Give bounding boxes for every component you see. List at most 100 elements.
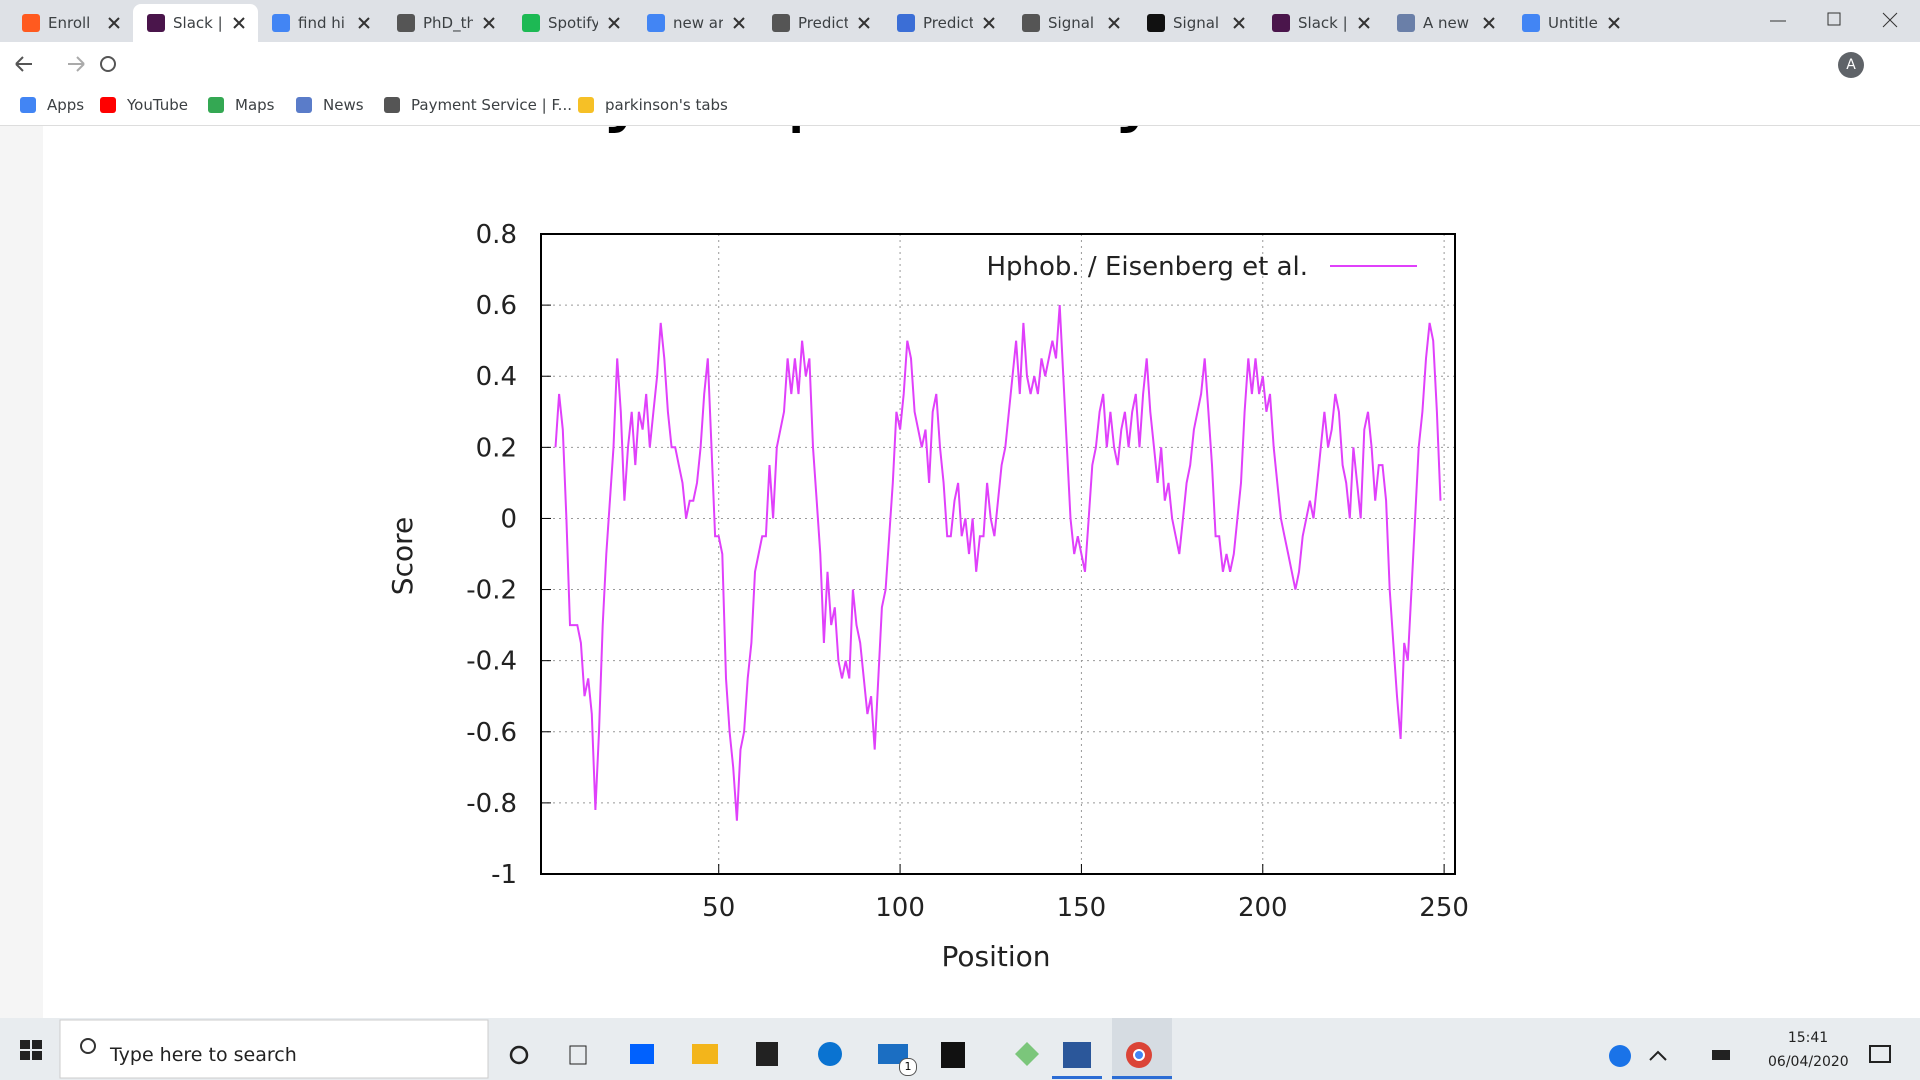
tab-title: A new bbox=[1423, 14, 1470, 32]
tab-close[interactable] bbox=[1483, 17, 1495, 29]
netflix-icon[interactable] bbox=[941, 1042, 965, 1068]
x-tick-label: 150 bbox=[1057, 893, 1107, 923]
mail-badge: 1 bbox=[899, 1058, 917, 1076]
help-icon[interactable] bbox=[1609, 1045, 1631, 1067]
tab-favicon bbox=[1022, 14, 1040, 32]
tab[interactable]: Enroll bbox=[8, 4, 133, 42]
clock-time: 15:41 bbox=[1787, 1030, 1829, 1046]
tab-close[interactable] bbox=[358, 17, 370, 29]
tab-title: PhD_th bbox=[423, 14, 473, 32]
x-tick-label: 100 bbox=[875, 893, 925, 923]
search-box[interactable] bbox=[59, 1019, 489, 1079]
tab-favicon bbox=[147, 14, 165, 32]
tab[interactable]: Slack | bbox=[1258, 4, 1383, 42]
tab-close[interactable] bbox=[983, 17, 995, 29]
active-indicator bbox=[1112, 1076, 1172, 1079]
bookmark-icon bbox=[578, 97, 594, 113]
tab-title: Predict bbox=[798, 14, 848, 32]
back-icon[interactable] bbox=[15, 56, 32, 72]
tab[interactable]: Spotify bbox=[508, 4, 633, 42]
tab-close[interactable] bbox=[733, 17, 745, 29]
tab[interactable]: Signal bbox=[1008, 4, 1133, 42]
x-tick-label: 200 bbox=[1238, 893, 1288, 923]
x-axis-label: Position bbox=[941, 940, 1050, 973]
tab-close[interactable] bbox=[108, 17, 120, 29]
tab-favicon bbox=[647, 14, 665, 32]
tab-favicon bbox=[1272, 14, 1290, 32]
bookmark-icon bbox=[20, 97, 36, 113]
chrome-center bbox=[1133, 1049, 1145, 1061]
active-indicator bbox=[1052, 1076, 1102, 1079]
y-tick-label: -1 bbox=[491, 860, 517, 890]
tab-close[interactable] bbox=[608, 17, 620, 29]
x-tick-label: 250 bbox=[1419, 893, 1469, 923]
y-tick-label: -0.2 bbox=[466, 576, 517, 606]
bookmark-label: News bbox=[323, 96, 364, 114]
profile[interactable]: A bbox=[1838, 52, 1864, 78]
bookmark-icon bbox=[296, 97, 312, 113]
cortana-icon[interactable] bbox=[509, 1045, 529, 1065]
reload-icon[interactable] bbox=[100, 56, 116, 72]
tab-title: Untitle bbox=[1548, 14, 1598, 32]
legend-label: Hphob. / Eisenberg et al. bbox=[986, 252, 1308, 282]
tab[interactable]: Signal bbox=[1133, 4, 1258, 42]
data-line bbox=[554, 305, 1442, 821]
explorer-icon[interactable] bbox=[692, 1044, 718, 1064]
bookmark-label: Payment Service | F... bbox=[411, 96, 572, 114]
tab-close[interactable] bbox=[858, 17, 870, 29]
bookmark-label: parkinson's tabs bbox=[605, 96, 728, 114]
y-tick-label: 0.4 bbox=[476, 362, 517, 392]
tab-title: Signal bbox=[1048, 14, 1095, 32]
word-icon[interactable] bbox=[1063, 1042, 1091, 1068]
window-controls bbox=[1770, 12, 1898, 28]
y-tick-label: 0 bbox=[500, 504, 517, 534]
close-icon[interactable] bbox=[1882, 12, 1898, 28]
plot-frame bbox=[540, 233, 1456, 875]
tab[interactable]: Predict bbox=[883, 4, 1008, 42]
tab[interactable]: Untitle bbox=[1508, 4, 1633, 42]
mail-icon[interactable] bbox=[878, 1044, 908, 1064]
store-icon[interactable] bbox=[756, 1042, 778, 1066]
edge-icon[interactable] bbox=[818, 1042, 842, 1066]
tab-close[interactable] bbox=[1608, 17, 1620, 29]
y-tick-label: 0.2 bbox=[476, 433, 517, 463]
restore-icon[interactable] bbox=[1827, 12, 1841, 26]
tab-favicon bbox=[897, 14, 915, 32]
tab-title: Slack | bbox=[1298, 14, 1348, 32]
tab-close[interactable] bbox=[483, 17, 495, 29]
tab[interactable]: PhD_th bbox=[383, 4, 508, 42]
search-placeholder: Type here to search bbox=[110, 1044, 297, 1066]
tab[interactable]: Predict bbox=[758, 4, 883, 42]
y-axis-label: Score bbox=[386, 517, 419, 595]
tab[interactable]: find hi bbox=[258, 4, 383, 42]
notification-icon[interactable] bbox=[1869, 1045, 1891, 1063]
app-icon[interactable] bbox=[1015, 1042, 1039, 1066]
bookmark-label: Apps bbox=[47, 96, 85, 114]
tab-title: Signal bbox=[1173, 14, 1220, 32]
tab-favicon bbox=[1147, 14, 1165, 32]
tab-close[interactable] bbox=[1358, 17, 1370, 29]
tab-title: find hi bbox=[298, 14, 345, 32]
taskview-icon[interactable] bbox=[569, 1045, 587, 1065]
panel bbox=[43, 126, 1920, 1018]
tab-bar: Enroll Slack | find hi PhD_th Spotify new ar P… bbox=[0, 0, 1920, 42]
forward-icon[interactable] bbox=[68, 56, 85, 72]
tab-close[interactable] bbox=[233, 17, 245, 29]
tab-title: Spotify bbox=[548, 14, 598, 32]
bookmark-icon bbox=[100, 97, 116, 113]
start-icon[interactable] bbox=[20, 1040, 42, 1060]
dropbox-icon[interactable] bbox=[630, 1044, 654, 1064]
tab-close[interactable] bbox=[1108, 17, 1120, 29]
tab-favicon bbox=[1397, 14, 1415, 32]
battery-icon bbox=[1712, 1050, 1730, 1060]
tab-favicon bbox=[272, 14, 290, 32]
tab-title: Slack | bbox=[173, 14, 223, 32]
tab[interactable]: new ar bbox=[633, 4, 758, 42]
tab-close[interactable] bbox=[1233, 17, 1245, 29]
tab-favicon bbox=[772, 14, 790, 32]
tray-icon[interactable] bbox=[1649, 1050, 1667, 1061]
tab[interactable]: A new bbox=[1383, 4, 1508, 42]
y-tick-label: -0.4 bbox=[466, 647, 517, 677]
tab[interactable]: Slack | bbox=[133, 4, 258, 42]
